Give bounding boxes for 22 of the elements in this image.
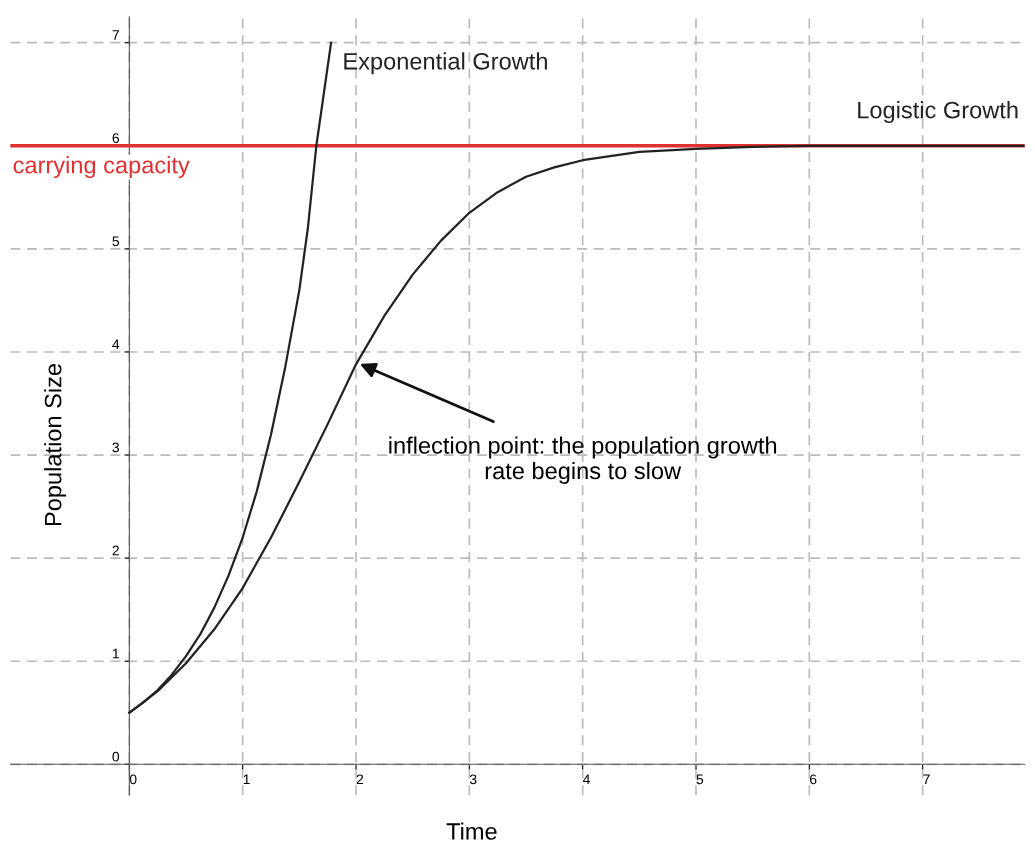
y-axis-title: Population Size	[44, 364, 67, 526]
y-tick-label: 4	[112, 339, 120, 350]
series-label: Exponential Growth	[344, 52, 547, 75]
x-tick-label: 5	[696, 774, 704, 785]
y-tick-label: 2	[112, 545, 119, 556]
x-tick-label: 3	[469, 774, 477, 785]
x-tick-label: 6	[810, 774, 817, 785]
x-tick-label: 0	[129, 774, 137, 785]
y-tick-label: 5	[112, 236, 120, 247]
y-tick-label: 3	[112, 442, 120, 453]
x-axis-title: Time	[446, 822, 497, 840]
ref-line-label: carrying capacity	[13, 156, 190, 179]
y-tick-label: 1	[112, 648, 119, 659]
y-tick-label: 0	[112, 751, 120, 762]
y-tick-label: 7	[112, 30, 119, 40]
x-tick-label: 1	[243, 774, 250, 785]
y-tick-label: 6	[112, 133, 120, 144]
series-label: Logistic Growth	[858, 101, 1018, 124]
annotation: inflection point: the population growth rate begins to slow	[389, 436, 777, 484]
x-tick-label: 7	[923, 774, 930, 785]
x-tick-label: 2	[356, 774, 364, 785]
x-tick-label: 4	[582, 774, 590, 785]
